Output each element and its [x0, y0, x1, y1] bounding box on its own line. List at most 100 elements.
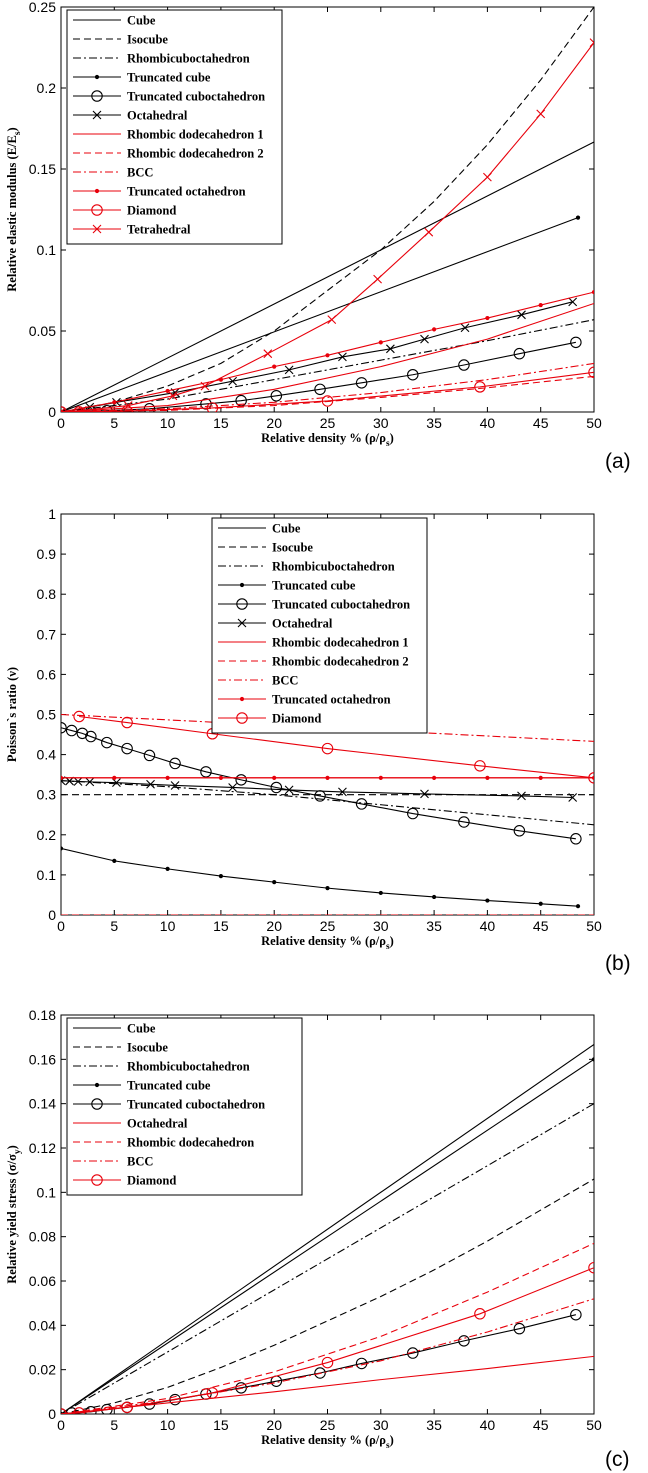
- diamond-point: [73, 1407, 85, 1414]
- y-tick-label: 0.7: [37, 626, 57, 642]
- series-line-tetrahedral: [61, 42, 594, 412]
- y-tick-label: 0.2: [37, 827, 57, 843]
- octahedral-point: [420, 789, 429, 799]
- truncated-octahedron-point: [112, 775, 117, 780]
- legend-label-cube: Cube: [127, 14, 156, 28]
- octahedral-point: [228, 376, 238, 386]
- octahedral-point: [517, 310, 526, 320]
- truncated-cuboctahedron-point: [270, 390, 283, 402]
- y-tick-label: 0.04: [29, 1317, 56, 1333]
- tetrahedral-point: [424, 227, 434, 237]
- series-diamond: [61, 1261, 594, 1414]
- legend-label-bcc: BCC: [272, 674, 298, 688]
- x-tick-label: 35: [426, 1417, 442, 1433]
- octahedral-point: [460, 323, 470, 333]
- truncated-cube-point: [272, 880, 277, 885]
- series-line-truncated-cuboctahedron: [61, 341, 576, 412]
- y-tick-label: 0.02: [29, 1362, 56, 1378]
- y-tick-label: 0.8: [37, 586, 57, 602]
- diamond-point: [206, 1387, 219, 1399]
- octahedral-point: [338, 787, 347, 797]
- truncated-cuboctahedron-point: [270, 781, 283, 794]
- tetrahedral-point: [200, 381, 210, 391]
- y-tick-label: 0.6: [37, 666, 57, 682]
- x-tick-label: 10: [160, 1417, 176, 1433]
- octahedral-point: [568, 793, 578, 802]
- series-line-truncated-cube: [61, 1058, 594, 1414]
- truncated-octahedron-point: [432, 327, 437, 332]
- octahedral-point: [420, 334, 429, 344]
- x-tick-label: 35: [426, 918, 442, 934]
- y-axis-label: Relative yield stress (σ/σy): [5, 1145, 23, 1284]
- y-tick-label: 0.1: [37, 1184, 57, 1200]
- diamond-point: [474, 760, 486, 772]
- truncated-octahedron-point: [538, 775, 543, 780]
- series-rhombic-dodecahedron-1: [61, 302, 594, 412]
- y-tick-label: 0.2: [37, 80, 57, 96]
- truncated-cube-point: [485, 898, 490, 903]
- legend-label-truncated-octahedron: Truncated octahedron: [127, 185, 246, 199]
- truncated-octahedron-point: [378, 340, 383, 345]
- truncated-octahedron-point: [378, 775, 383, 780]
- series-line-bcc: [61, 713, 594, 742]
- series-isocube: [61, 7, 594, 412]
- series-octahedral: [61, 1355, 594, 1414]
- series-bcc: [61, 1298, 594, 1414]
- truncated-cuboctahedron-point: [121, 742, 133, 755]
- series-cube: [61, 1044, 594, 1414]
- legend-label-isocube: Isocube: [127, 1041, 168, 1055]
- series-line-diamond: [79, 715, 594, 779]
- legend-label-diamond: Diamond: [127, 1174, 176, 1188]
- series-line-bcc: [61, 1298, 594, 1414]
- tetrahedral-point: [483, 172, 492, 182]
- truncated-cube-point: [575, 215, 581, 220]
- tetrahedral-point: [168, 391, 178, 401]
- series-octahedral: [61, 776, 578, 802]
- truncated-cuboctahedron-point: [65, 724, 78, 737]
- truncated-octahedron-point: [272, 364, 277, 369]
- legend-diamond-point: [236, 712, 248, 724]
- panel-label: (b): [605, 952, 631, 975]
- x-tick-label: 45: [533, 918, 549, 934]
- x-tick-label: 50: [586, 415, 602, 431]
- x-tick-label: 10: [160, 415, 176, 431]
- truncated-octahedron-point: [165, 775, 170, 780]
- truncated-cuboctahedron-point: [570, 1308, 582, 1321]
- octahedral-point: [112, 778, 121, 788]
- x-axis-label: Relative density % (ρ/ρs): [261, 934, 394, 952]
- legend-octahedral-point: [237, 618, 247, 628]
- diamond-point: [73, 710, 85, 723]
- legend-truncated-cube-point: [94, 1082, 100, 1088]
- series-line-rhombic-dodecahedron-1: [61, 302, 594, 412]
- series-line-rhombicuboctahedron: [61, 780, 594, 826]
- octahedral-point: [146, 779, 155, 789]
- diamond-point: [321, 1356, 334, 1369]
- x-tick-label: 30: [373, 415, 389, 431]
- x-tick-label: 0: [57, 918, 65, 934]
- truncated-octahedron-point: [61, 775, 64, 780]
- y-tick-label: 0.9: [37, 546, 57, 562]
- x-tick-label: 15: [213, 415, 229, 431]
- truncated-cuboctahedron-point: [513, 825, 526, 837]
- x-tick-label: 20: [266, 415, 282, 431]
- truncated-cuboctahedron-point: [513, 347, 526, 360]
- y-tick-label: 0: [48, 907, 56, 923]
- series-line-diamond: [61, 371, 594, 412]
- truncated-cube-point: [538, 901, 543, 906]
- panel-label: (a): [605, 450, 631, 473]
- diamond-point: [206, 402, 219, 412]
- legend-truncated-cuboctahedron-point: [91, 90, 103, 102]
- legend-label-rhombic-dodecahedron: Rhombic dodecahedron: [127, 1136, 254, 1150]
- series-line-octahedral: [61, 1355, 594, 1414]
- x-tick-label: 40: [480, 415, 496, 431]
- legend-label-octahedral: Octahedral: [127, 109, 188, 123]
- truncated-cube-point: [112, 858, 117, 863]
- series-line-rhombic-dodecahedron: [61, 1242, 594, 1414]
- x-tick-label: 30: [373, 918, 389, 934]
- panel-label: (c): [605, 1448, 630, 1471]
- truncated-cube-point: [165, 866, 170, 871]
- octahedral-point: [386, 344, 395, 354]
- truncated-cube-point: [575, 904, 581, 909]
- series-truncated-octahedron: [61, 290, 594, 412]
- truncated-cuboctahedron-point: [235, 774, 247, 786]
